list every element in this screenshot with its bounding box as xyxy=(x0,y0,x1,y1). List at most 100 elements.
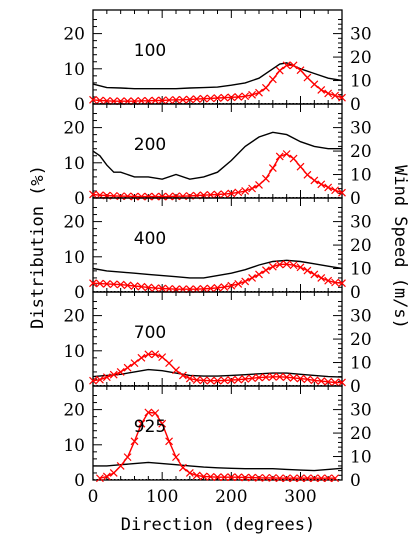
right-axis-title: Wind Speed (m/s) xyxy=(390,165,410,329)
distribution-point xyxy=(213,283,222,292)
distribution-point xyxy=(220,190,229,199)
left-tick-label: 10 xyxy=(63,248,85,268)
distribution-point xyxy=(310,80,319,89)
distribution-point xyxy=(178,371,187,380)
left-tick-label: 20 xyxy=(63,25,85,45)
right-tick-label: 30 xyxy=(350,307,372,327)
distribution-point xyxy=(144,96,153,105)
distribution-point xyxy=(289,154,298,163)
distribution-point xyxy=(109,280,118,289)
distribution-point xyxy=(158,419,167,428)
left-axis-title: Distribution (%) xyxy=(28,165,48,329)
panel-label: 100 xyxy=(134,41,166,61)
left-tick-label: 0 xyxy=(74,95,85,115)
distribution-point xyxy=(130,192,139,201)
distribution-point xyxy=(144,350,153,359)
distribution-point xyxy=(255,181,263,189)
distribution-point xyxy=(151,350,160,359)
right-tick-label: 0 xyxy=(350,377,361,397)
distribution-point xyxy=(227,189,236,198)
distribution-point xyxy=(234,188,243,197)
distribution-point xyxy=(116,280,125,289)
distribution-line xyxy=(92,353,342,384)
distribution-point xyxy=(289,373,298,382)
wind-speed-line xyxy=(92,259,343,279)
left-tick-label: 0 xyxy=(74,377,85,397)
distribution-point xyxy=(206,190,215,199)
right-tick-label: 20 xyxy=(350,330,372,350)
right-tick-label: 10 xyxy=(350,448,372,468)
distribution-point xyxy=(248,90,257,99)
distribution-point xyxy=(338,93,346,102)
distribution-point xyxy=(275,260,284,269)
distribution-point xyxy=(317,85,326,94)
distribution-point xyxy=(282,474,291,483)
distribution-point xyxy=(185,95,194,104)
distribution-point xyxy=(324,377,333,386)
distribution-point xyxy=(220,93,229,102)
distribution-point xyxy=(268,473,277,482)
distribution-point xyxy=(102,279,111,288)
right-tick-label: 0 xyxy=(350,283,361,303)
x-tick-label: 0 xyxy=(88,487,99,507)
distribution-point xyxy=(151,284,160,293)
panel-frame xyxy=(92,291,343,387)
distribution-point xyxy=(241,187,250,195)
distribution-point xyxy=(144,408,153,417)
distribution-point xyxy=(137,353,146,362)
distribution-point xyxy=(158,96,167,105)
right-tick-label: 20 xyxy=(350,142,372,162)
distribution-point xyxy=(324,89,333,98)
distribution-point xyxy=(165,96,174,105)
distribution-point xyxy=(296,66,305,75)
right-tick-label: 10 xyxy=(350,354,372,374)
distribution-point xyxy=(172,366,180,375)
distribution-point xyxy=(213,376,222,385)
x-axis-title: Direction (degrees) xyxy=(121,515,315,535)
distribution-point xyxy=(206,472,215,481)
distribution-point xyxy=(338,378,346,387)
right-tick-label: 0 xyxy=(350,189,361,209)
panel-frame xyxy=(92,385,343,481)
distribution-point xyxy=(282,61,291,70)
distribution-point xyxy=(241,277,250,286)
distribution-point xyxy=(289,61,298,70)
right-tick-label: 20 xyxy=(350,424,372,444)
distribution-point xyxy=(192,471,201,480)
left-tick-label: 20 xyxy=(63,119,85,139)
left-tick-label: 10 xyxy=(63,154,85,174)
distribution-point xyxy=(310,474,319,483)
distribution-point xyxy=(227,281,236,290)
distribution-point xyxy=(116,461,125,470)
distribution-point xyxy=(95,474,104,483)
right-tick-label: 0 xyxy=(350,95,361,115)
x-tick-label: 300 xyxy=(284,487,316,507)
distribution-point xyxy=(317,474,326,483)
distribution-point xyxy=(303,170,312,179)
left-tick-label: 20 xyxy=(63,401,85,421)
distribution-point xyxy=(220,283,229,291)
distribution-point xyxy=(241,473,250,482)
panel-frame xyxy=(92,9,343,105)
distribution-point xyxy=(248,473,257,482)
distribution-point xyxy=(268,75,277,84)
distribution-point xyxy=(303,474,312,483)
distribution-point xyxy=(206,284,215,293)
distribution-point xyxy=(109,469,118,477)
left-tick-label: 10 xyxy=(63,60,85,80)
distribution-point xyxy=(116,367,125,376)
distribution-point xyxy=(130,437,139,446)
distribution-point xyxy=(241,92,250,101)
distribution-point xyxy=(102,373,111,382)
panel-label: 925 xyxy=(134,417,166,437)
distribution-point xyxy=(199,284,208,293)
distribution-point xyxy=(303,73,312,82)
distribution-point xyxy=(151,192,160,201)
right-tick-label: 20 xyxy=(350,236,372,256)
distribution-point xyxy=(234,473,243,482)
right-tick-label: 30 xyxy=(350,401,372,421)
right-tick-label: 0 xyxy=(350,471,361,491)
distribution-point xyxy=(95,279,104,288)
distribution-point xyxy=(261,266,270,275)
